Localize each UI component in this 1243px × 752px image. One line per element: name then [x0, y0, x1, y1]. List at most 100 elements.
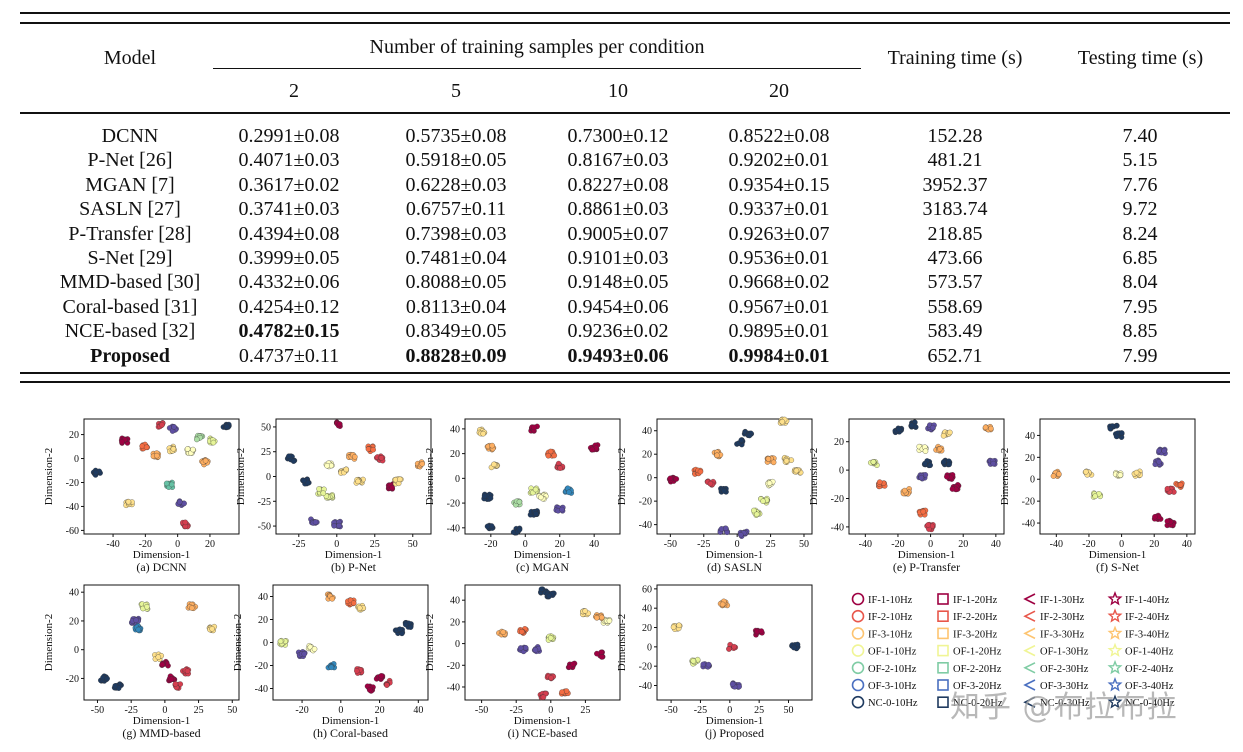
legend-marker-circle	[851, 627, 865, 640]
legend-label: NC-0-20Hz	[953, 698, 1003, 709]
x-tick-label: 50	[227, 705, 237, 716]
scatter-plot: -50 -25 0 25 50 -40 -20 0 20 40 60 Dimension-1 Dimen…	[616, 584, 813, 740]
legend-marker-square	[937, 627, 949, 640]
y-tick-label: 20	[258, 615, 268, 626]
x-axis-label: Dimension-1	[514, 715, 571, 727]
table-cell-testing-time: 8.85	[1122, 320, 1158, 343]
watermark: 知乎 @布拉布拉	[950, 690, 1178, 725]
scatter-point	[944, 473, 950, 480]
table-cell-value: 0.9493±0.06	[567, 344, 669, 367]
x-tick-label: 20	[375, 705, 385, 716]
scatter-point	[1133, 469, 1140, 476]
scatter-point	[300, 477, 307, 484]
legend-label: OF-1-30Hz	[1040, 647, 1089, 658]
scatter-point	[920, 508, 927, 515]
scatter-point	[1050, 473, 1057, 479]
table-cell-testing-time: 7.99	[1122, 344, 1158, 367]
x-axis-label: Dimension-1	[1089, 549, 1146, 561]
x-tick-label: -20	[295, 705, 308, 716]
y-tick-label: 20	[642, 623, 652, 634]
x-tick-label: 40	[1182, 539, 1192, 550]
scatter-point	[354, 668, 360, 674]
y-tick-label: -20	[831, 494, 844, 505]
x-tick-label: 20	[958, 539, 968, 550]
table-cell-testing-time: 7.76	[1122, 173, 1158, 196]
scatter-point	[378, 455, 385, 461]
scatter-point	[154, 452, 160, 459]
x-tick-label: -40	[859, 539, 872, 550]
y-axis-label: Dimension-2	[232, 614, 244, 671]
table-cell-value: 0.6757±0.11	[405, 198, 507, 221]
x-tick-label: -25	[125, 705, 138, 716]
header-sub-5: 5	[451, 80, 461, 102]
scatter-point	[1164, 518, 1171, 524]
table-cell-value: 0.3617±0.02	[238, 173, 340, 196]
y-axis-label: Dimension-2	[424, 614, 436, 671]
legend-label: NC-0-10Hz	[868, 698, 918, 709]
scatter-point	[480, 430, 486, 437]
scatter-point	[119, 439, 125, 445]
x-axis-label: Dimension-1	[322, 715, 379, 727]
legend-marker-star	[1107, 659, 1123, 675]
table-cell-value: 0.9354±0.15	[728, 173, 830, 196]
header-model: Model	[103, 47, 157, 69]
scatter-point	[104, 675, 110, 682]
table-cell-value: 0.9984±0.01	[728, 344, 830, 367]
x-tick-label: 0	[334, 539, 339, 550]
scatter-point	[290, 458, 297, 464]
scatter-point	[927, 462, 933, 468]
scatter-point	[546, 593, 553, 599]
y-tick-label: 20	[834, 437, 844, 448]
x-tick-label: 0	[928, 539, 933, 550]
legend-marker-triangle	[1023, 662, 1036, 674]
scatter-point	[402, 621, 409, 628]
scatter-point	[384, 682, 390, 688]
y-tick-label: -20	[447, 499, 460, 510]
y-axis-label: Dimension-2	[616, 614, 628, 671]
scatter-plot: -40 -20 0 20 -60 -40 -20 0 20 Dimension-1 Dimensio…	[43, 418, 240, 574]
y-tick-label: -40	[255, 684, 268, 695]
scatter-point	[209, 626, 215, 632]
table-cell-value: 0.9263±0.07	[728, 222, 830, 245]
scatter-plot: -25 0 25 50 -50 -25 0 25 50 Dimension-1 Dimension-…	[235, 418, 432, 574]
x-tick-label: 25	[194, 705, 204, 716]
table-cell-value: 0.8167±0.03	[567, 149, 669, 172]
table-cell-value: 0.3999±0.05	[238, 247, 340, 269]
table-top-rule	[20, 12, 1230, 14]
scatter-point	[329, 596, 335, 602]
table-cell-testing-time: 8.24	[1122, 222, 1158, 245]
legend-label: NC-0-40Hz	[1125, 698, 1175, 709]
x-tick-label: 0	[338, 705, 343, 716]
table-cell-value: 0.9005±0.07	[567, 222, 669, 245]
scatter-point	[766, 480, 773, 486]
y-tick-label: -40	[639, 681, 652, 692]
table-cell-training-time: 583.49	[927, 320, 983, 343]
y-tick-label: -50	[258, 522, 271, 533]
y-tick-label: -20	[66, 674, 79, 685]
y-tick-label: -20	[255, 661, 268, 672]
scatter-point	[719, 601, 726, 608]
scatter-point	[793, 467, 800, 474]
legend-marker-square	[937, 593, 949, 605]
scatter-point	[667, 475, 674, 482]
table-cell-model: MGAN [7]	[85, 173, 175, 196]
scatter-point	[491, 461, 497, 468]
y-tick-label: 60	[642, 584, 652, 595]
table-cell-value: 0.7398±0.03	[405, 222, 507, 245]
x-tick-label: 20	[1149, 539, 1159, 550]
scatter-point	[690, 658, 697, 664]
scatter-point	[937, 446, 943, 452]
scatter-point	[758, 628, 765, 634]
scatter-point	[918, 474, 925, 481]
scatter-point	[1113, 433, 1120, 440]
table-cell-model: S-Net [29]	[87, 247, 173, 269]
scatter-point	[336, 522, 342, 529]
table-cell-testing-time: 8.04	[1122, 271, 1158, 294]
legend-label: IF-3-20Hz	[953, 629, 998, 640]
table-cell-model: Coral-based [31]	[62, 295, 198, 318]
scatter-point	[143, 444, 150, 451]
scatter-point	[876, 479, 883, 485]
subfigure-caption: (a) DCNN	[136, 560, 187, 574]
table-cell-model: NCE-based [32]	[64, 320, 196, 343]
scatter-point	[112, 683, 118, 689]
